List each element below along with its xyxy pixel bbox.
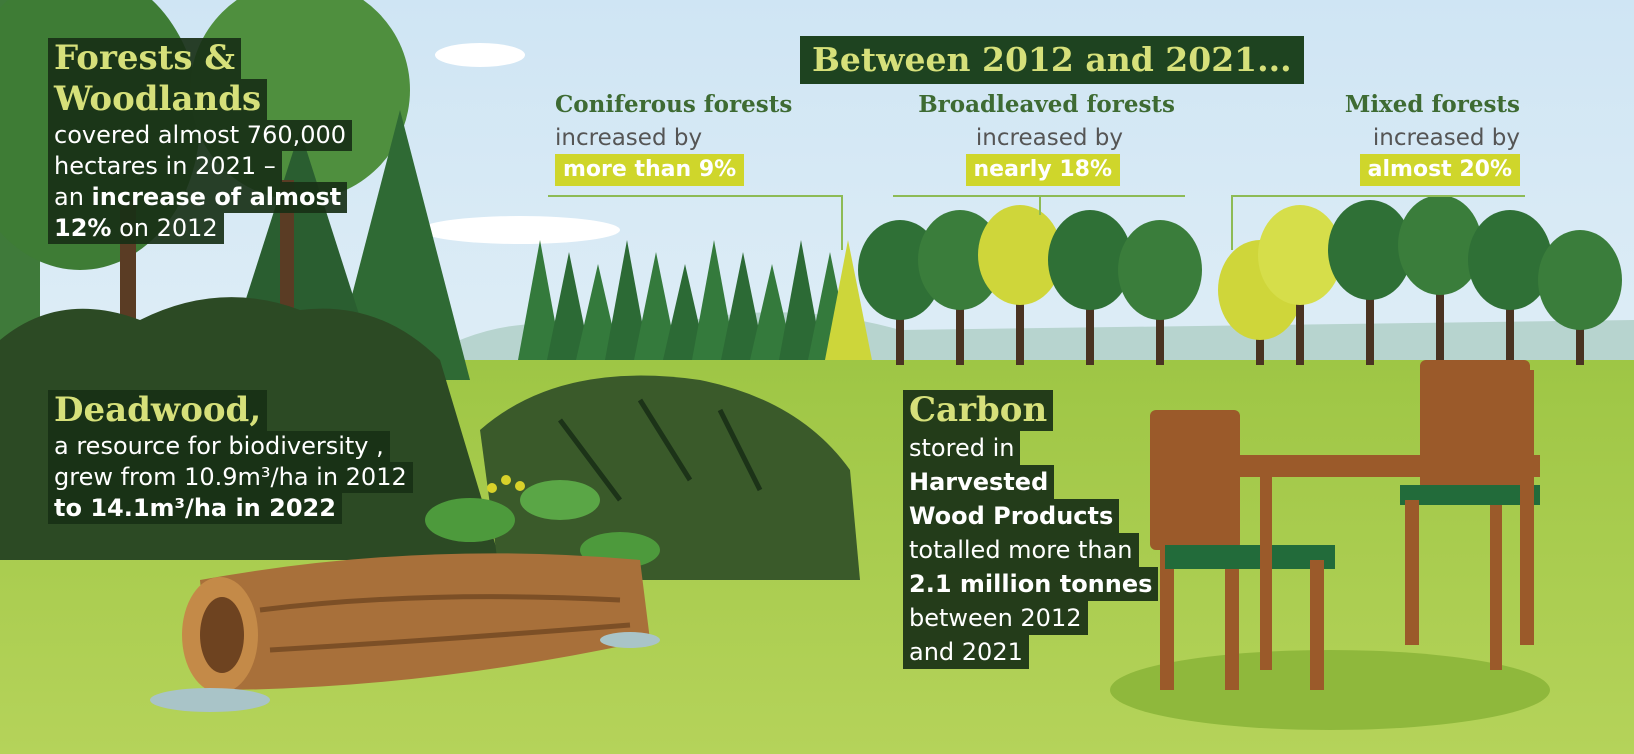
block-line: and 2021 [903,635,1158,669]
block-title: Carbon [903,390,1053,431]
header-banner: Between 2012 and 2021... [800,36,1304,84]
block-line-box: stored in [903,431,1020,465]
tree-part [1538,230,1622,330]
text-run: grew from 10.9m³/ha in 2012 [54,463,407,491]
text-run: a resource for biodiversity , [54,432,384,460]
block-line-box: 2.1 million tonnes [903,567,1158,601]
text-run: an [54,183,92,211]
block-line: 2.1 million tonnes [903,567,1158,601]
text-run: and 2021 [909,638,1023,666]
text-run: to 14.1m³/ha in 2022 [54,494,336,522]
block-line-box: a resource for biodiversity , [48,431,390,462]
text-run: covered almost 760,000 [54,121,346,149]
forest-type-name: Broadleaved forests [905,88,1175,122]
block-line-box: covered almost 760,000 [48,120,352,151]
block-title-line: Carbon [903,390,1158,431]
text-run: totalled more than [909,536,1133,564]
block-line: grew from 10.9m³/ha in 2012 [48,462,413,493]
block-line-box: 12% on 2012 [48,213,224,244]
tree-part [1118,220,1202,320]
highlight-wrap: almost 20% [1230,154,1520,186]
block-title: Forests & [48,38,241,79]
text-run: increase of almost [92,183,342,211]
block-line-box: grew from 10.9m³/ha in 2012 [48,462,413,493]
block-line-box: totalled more than [903,533,1139,567]
block-line-box: between 2012 [903,601,1088,635]
forest-type-verb: increased by [555,122,792,154]
block-line: stored in [903,431,1158,465]
block-line: an increase of almost [48,182,352,213]
carbon-block: Carbon stored in Harvested Wood Products tot… [903,390,1158,669]
forest-type-change: almost 20% [1360,154,1520,186]
block-line: Harvested [903,465,1158,499]
tree-part [1398,195,1482,295]
block-line-box: hectares in 2021 – [48,151,282,182]
forest-type-change: nearly 18% [966,154,1120,186]
text-run: on 2012 [111,214,217,242]
block-line-box: and 2021 [903,635,1029,669]
block-line-box: to 14.1m³/ha in 2022 [48,493,342,524]
text-run: 12% [54,214,111,242]
block-title-line: Forests & [48,38,352,79]
block-line-box: Wood Products [903,499,1119,533]
block-line: between 2012 [903,601,1158,635]
tree-part [1468,210,1552,310]
forest-type-name: Coniferous forests [555,88,792,122]
block-line: a resource for biodiversity , [48,431,413,462]
block-line-box: an increase of almost [48,182,347,213]
block-line: totalled more than [903,533,1158,567]
forest-type-name: Mixed forests [1230,88,1520,122]
infographic: Between 2012 and 2021... Coniferous fore… [0,0,1634,754]
block-line: 12% on 2012 [48,213,352,244]
text-run: hectares in 2021 – [54,152,276,180]
block-title-line: Woodlands [48,79,352,120]
text-run: between 2012 [909,604,1082,632]
block-line: hectares in 2021 – [48,151,352,182]
block-line-box: Harvested [903,465,1054,499]
forest-type-verb: increased by [905,122,1175,154]
text-run: Wood Products [909,502,1113,530]
forest-type-verb: increased by [1230,122,1520,154]
block-line: Wood Products [903,499,1158,533]
forest-type-change: more than 9% [555,154,744,186]
text-run: Harvested [909,468,1048,496]
block-title: Woodlands [48,79,267,120]
cloud [420,216,620,244]
block-line: covered almost 760,000 [48,120,352,151]
block-title: Deadwood, [48,390,267,431]
block-title-line: Deadwood, [48,390,413,431]
text-run: 2.1 million tonnes [909,570,1152,598]
cloud [435,43,525,67]
shadow [1110,650,1550,730]
text-run: stored in [909,434,1014,462]
highlight-wrap: more than 9% [555,154,792,186]
deadwood-block: Deadwood,a resource for biodiversity , gr… [48,390,413,524]
block-line: to 14.1m³/ha in 2022 [48,493,413,524]
highlight-wrap: nearly 18% [905,154,1175,186]
